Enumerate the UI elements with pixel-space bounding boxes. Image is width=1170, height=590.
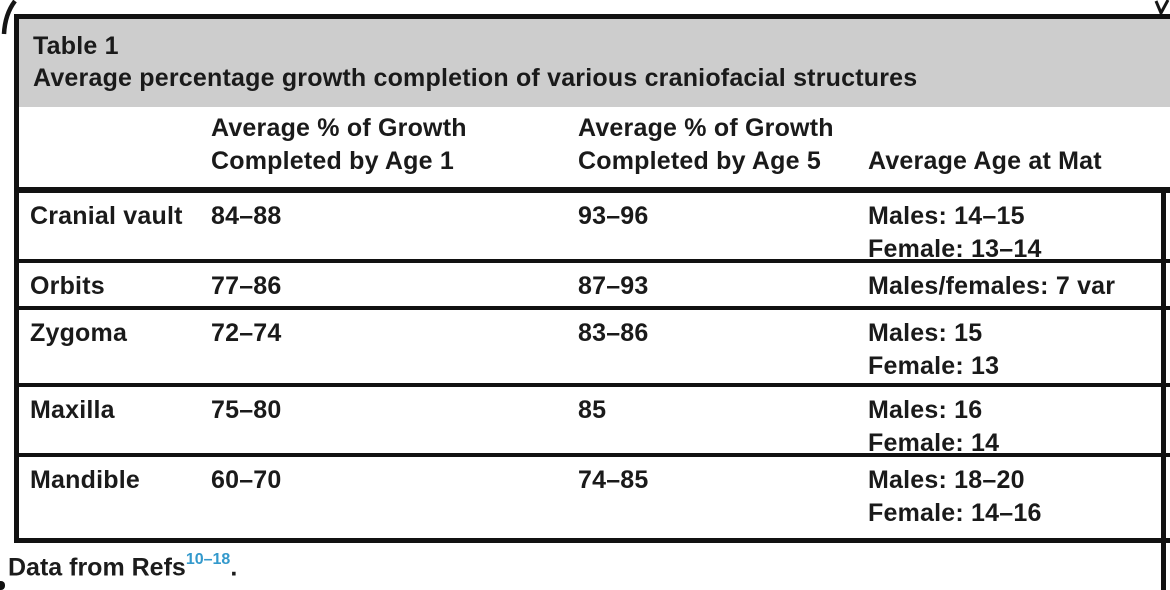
column-headers: Average % of Growth Completed by Age 1 A… bbox=[19, 107, 1170, 193]
table-label: Table 1 bbox=[33, 32, 119, 60]
column-header-age5-line2: Completed by Age 5 bbox=[578, 147, 821, 175]
maturity-line: Female: 14–16 bbox=[868, 499, 1042, 527]
cell-maturity: Males: 16 Female: 14 bbox=[868, 394, 999, 460]
maturity-line: Males/females: 7 var bbox=[868, 272, 1116, 300]
table-row-maxilla: Maxilla 75–80 85 Males: 16 Female: 14 bbox=[19, 387, 1170, 457]
cropped-edge-mark bbox=[0, 581, 5, 590]
cell-age5: 83–86 bbox=[578, 319, 649, 347]
table-title: Average percentage growth completion of … bbox=[33, 64, 918, 92]
column-header-age1-line1: Average % of Growth bbox=[211, 114, 467, 142]
maturity-line: Males: 14–15 bbox=[868, 202, 1025, 230]
column-header-age5-line1: Average % of Growth bbox=[578, 114, 834, 142]
cell-structure: Cranial vault bbox=[30, 202, 183, 230]
table-row-orbits: Orbits 77–86 87–93 Males/females: 7 var bbox=[19, 263, 1170, 310]
maturity-line: Female: 13 bbox=[868, 352, 1000, 380]
cropped-curve-mark bbox=[1, 0, 17, 35]
maturity-line: Males: 15 bbox=[868, 319, 983, 347]
cell-maturity: Males: 18–20 Female: 14–16 bbox=[868, 464, 1042, 530]
maturity-line: Males: 16 bbox=[868, 396, 983, 424]
cell-age1: 75–80 bbox=[211, 396, 282, 424]
footnote-period: . bbox=[230, 553, 238, 582]
column-header-age1-line2: Completed by Age 1 bbox=[211, 147, 454, 175]
cell-maturity: Males: 14–15 Female: 13–14 bbox=[868, 200, 1042, 266]
cropped-corner-mark bbox=[1154, 0, 1170, 16]
cell-structure: Mandible bbox=[30, 466, 140, 494]
table-footnote: Data from Refs10–18. bbox=[8, 547, 237, 582]
table-row-cranial-vault: Cranial vault 84–88 93–96 Males: 14–15 F… bbox=[19, 193, 1170, 263]
cell-age1: 77–86 bbox=[211, 272, 282, 300]
maturity-line: Female: 13–14 bbox=[868, 235, 1042, 263]
cell-structure: Orbits bbox=[30, 272, 105, 300]
reference-superscript: 10–18 bbox=[185, 551, 231, 568]
footnote-text: Data from Refs bbox=[8, 553, 186, 582]
maturity-line: Males: 18–20 bbox=[868, 466, 1025, 494]
cell-age5: 74–85 bbox=[578, 466, 649, 494]
cell-age1: 84–88 bbox=[211, 202, 282, 230]
table-row-zygoma: Zygoma 72–74 83–86 Males: 15 Female: 13 bbox=[19, 310, 1170, 387]
cell-age5: 87–93 bbox=[578, 272, 649, 300]
cell-maturity: Males: 15 Female: 13 bbox=[868, 317, 999, 383]
cell-age1: 60–70 bbox=[211, 466, 282, 494]
cell-maturity: Males/females: 7 var bbox=[868, 270, 1115, 303]
cell-age1: 72–74 bbox=[211, 319, 282, 347]
maturity-line: Female: 14 bbox=[868, 429, 1000, 457]
cell-age5: 85 bbox=[578, 396, 607, 424]
cell-structure: Maxilla bbox=[30, 396, 115, 424]
column-header-age5: Average % of Growth Completed by Age 5 bbox=[578, 112, 834, 178]
table-row-mandible: Mandible 60–70 74–85 Males: 18–20 Female… bbox=[19, 457, 1170, 538]
table-caption: Table 1 Average percentage growth comple… bbox=[19, 19, 1170, 107]
cell-age5: 93–96 bbox=[578, 202, 649, 230]
cell-structure: Zygoma bbox=[30, 319, 128, 347]
column-header-age1: Average % of Growth Completed by Age 1 bbox=[211, 112, 467, 178]
table-1: Table 1 Average percentage growth comple… bbox=[14, 14, 1170, 543]
adjacent-column-rule bbox=[1161, 187, 1166, 590]
column-header-maturity: Average Age at Mat bbox=[868, 147, 1102, 175]
